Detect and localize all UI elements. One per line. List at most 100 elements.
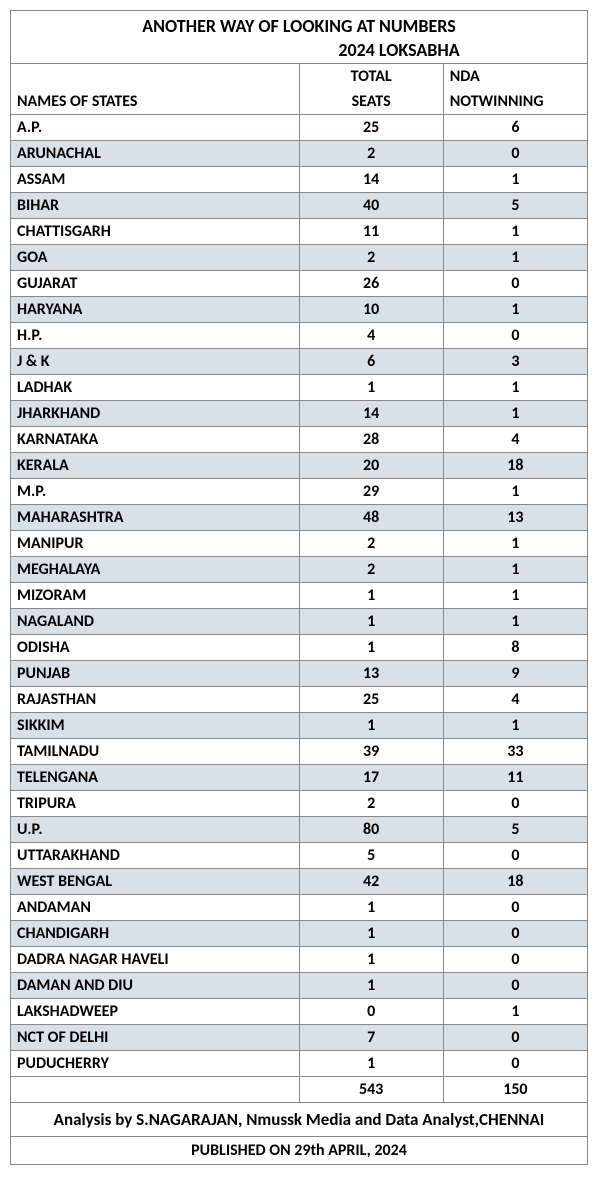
seats-cell: 1 — [299, 713, 443, 739]
notwin-cell: 0 — [443, 791, 587, 817]
notwin-cell: 18 — [443, 869, 587, 895]
table-row: ASSAM141 — [11, 167, 588, 193]
table-row: GOA21 — [11, 245, 588, 271]
table-row: SIKKIM11 — [11, 713, 588, 739]
table-row: ANDAMAN10 — [11, 895, 588, 921]
table-row: HARYANA101 — [11, 297, 588, 323]
table-row: WEST BENGAL4218 — [11, 869, 588, 895]
totals-row: 543 150 — [11, 1077, 588, 1103]
state-cell: ASSAM — [11, 167, 300, 193]
state-cell: GUJARAT — [11, 271, 300, 297]
table-row: M.P.291 — [11, 479, 588, 505]
totals-notwin: 150 — [443, 1077, 587, 1103]
header-total-top: TOTAL — [299, 64, 443, 90]
header-row-2: NAMES OF STATES SEATS NOTWINNING — [11, 89, 588, 115]
state-cell: J & K — [11, 349, 300, 375]
table-row: MEGHALAYA21 — [11, 557, 588, 583]
notwin-cell: 0 — [443, 1051, 587, 1077]
state-cell: A.P. — [11, 115, 300, 141]
table-row: TAMILNADU3933 — [11, 739, 588, 765]
subtitle: 2024 LOKSABHA — [10, 39, 588, 63]
totals-seats: 543 — [299, 1077, 443, 1103]
state-cell: M.P. — [11, 479, 300, 505]
table-row: ODISHA18 — [11, 635, 588, 661]
notwin-cell: 0 — [443, 895, 587, 921]
notwin-cell: 4 — [443, 687, 587, 713]
notwin-cell: 1 — [443, 713, 587, 739]
state-cell: CHANDIGARH — [11, 921, 300, 947]
state-cell: ANDAMAN — [11, 895, 300, 921]
header-states: NAMES OF STATES — [11, 89, 300, 115]
notwin-cell: 1 — [443, 219, 587, 245]
seats-cell: 1 — [299, 609, 443, 635]
seats-cell: 1 — [299, 1051, 443, 1077]
seats-cell: 4 — [299, 323, 443, 349]
table-row: NCT OF DELHI70 — [11, 1025, 588, 1051]
table-row: UTTARAKHAND50 — [11, 843, 588, 869]
table-row: MIZORAM11 — [11, 583, 588, 609]
table-row: PUDUCHERRY10 — [11, 1051, 588, 1077]
state-cell: JHARKHAND — [11, 401, 300, 427]
seats-cell: 29 — [299, 479, 443, 505]
notwin-cell: 1 — [443, 297, 587, 323]
table-container: ANOTHER WAY OF LOOKING AT NUMBERS 2024 L… — [10, 10, 588, 1165]
notwin-cell: 0 — [443, 1025, 587, 1051]
state-cell: SIKKIM — [11, 713, 300, 739]
state-cell: TRIPURA — [11, 791, 300, 817]
seats-cell: 42 — [299, 869, 443, 895]
state-cell: H.P. — [11, 323, 300, 349]
table-row: KERALA2018 — [11, 453, 588, 479]
table-row: BIHAR405 — [11, 193, 588, 219]
notwin-cell: 11 — [443, 765, 587, 791]
table-row: TELENGANA1711 — [11, 765, 588, 791]
seats-cell: 25 — [299, 687, 443, 713]
state-cell: LADHAK — [11, 375, 300, 401]
seats-cell: 2 — [299, 791, 443, 817]
seats-cell: 48 — [299, 505, 443, 531]
notwin-cell: 6 — [443, 115, 587, 141]
state-cell: GOA — [11, 245, 300, 271]
notwin-cell: 1 — [443, 999, 587, 1025]
header-row-1: TOTAL NDA — [11, 64, 588, 90]
seats-cell: 10 — [299, 297, 443, 323]
seats-cell: 1 — [299, 635, 443, 661]
seats-cell: 2 — [299, 531, 443, 557]
notwin-cell: 1 — [443, 401, 587, 427]
analysis-credit: Analysis by S.NAGARAJAN, Nmussk Media an… — [10, 1103, 588, 1137]
seats-cell: 80 — [299, 817, 443, 843]
seats-cell: 1 — [299, 895, 443, 921]
notwin-cell: 0 — [443, 141, 587, 167]
notwin-cell: 9 — [443, 661, 587, 687]
seats-cell: 7 — [299, 1025, 443, 1051]
state-cell: RAJASTHAN — [11, 687, 300, 713]
table-row: GUJARAT260 — [11, 271, 588, 297]
state-cell: KARNATAKA — [11, 427, 300, 453]
notwin-cell: 5 — [443, 817, 587, 843]
state-cell: NCT OF DELHI — [11, 1025, 300, 1051]
state-cell: TELENGANA — [11, 765, 300, 791]
header-notwinning: NOTWINNING — [443, 89, 587, 115]
notwin-cell: 1 — [443, 583, 587, 609]
state-cell: NAGALAND — [11, 609, 300, 635]
title: ANOTHER WAY OF LOOKING AT NUMBERS — [10, 10, 588, 39]
table-row: CHANDIGARH10 — [11, 921, 588, 947]
notwin-cell: 1 — [443, 375, 587, 401]
table-row: TRIPURA20 — [11, 791, 588, 817]
seats-cell: 1 — [299, 375, 443, 401]
notwin-cell: 0 — [443, 323, 587, 349]
notwin-cell: 1 — [443, 167, 587, 193]
state-cell: MEGHALAYA — [11, 557, 300, 583]
published-date: PUBLISHED ON 29th APRIL, 2024 — [10, 1137, 588, 1165]
notwin-cell: 0 — [443, 973, 587, 999]
seats-cell: 14 — [299, 401, 443, 427]
state-cell: CHATTISGARH — [11, 219, 300, 245]
seats-cell: 40 — [299, 193, 443, 219]
seats-cell: 20 — [299, 453, 443, 479]
seats-cell: 0 — [299, 999, 443, 1025]
table-row: JHARKHAND141 — [11, 401, 588, 427]
table-row: RAJASTHAN254 — [11, 687, 588, 713]
header-blank — [11, 64, 300, 90]
state-cell: MAHARASHTRA — [11, 505, 300, 531]
seats-cell: 1 — [299, 583, 443, 609]
table-row: LAKSHADWEEP01 — [11, 999, 588, 1025]
